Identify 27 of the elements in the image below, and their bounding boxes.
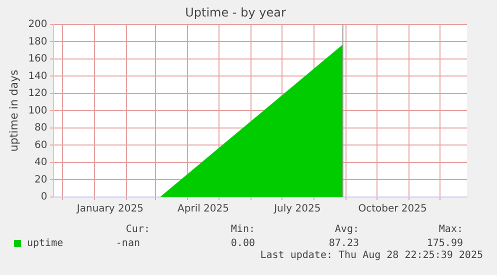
x-tick-label: October 2025 — [358, 204, 427, 215]
text: -nan — [116, 238, 140, 249]
y-tick-label: 20 — [34, 174, 48, 186]
y-tick-label: 40 — [34, 157, 48, 168]
text: 175.99 — [426, 238, 463, 249]
chart-title: Uptime - by year — [185, 5, 286, 20]
text: Cur: — [126, 224, 150, 235]
y-tick-label: 200 — [28, 18, 48, 30]
y-tick-label: 160 — [28, 54, 48, 65]
y-axis-title: uptime in days — [7, 70, 20, 152]
y-tick-label: 140 — [28, 70, 48, 82]
text: 87.23 — [328, 238, 359, 249]
x-tick-label: January 2025 — [76, 204, 144, 215]
y-tick-label: 60 — [34, 140, 48, 151]
text: Avg: — [334, 224, 359, 235]
y-tick-label: 120 — [28, 88, 48, 100]
text: Min: — [230, 224, 255, 235]
legend-label: uptime — [27, 238, 64, 249]
y-tick-label: 100 — [28, 105, 48, 116]
x-tick-label: July 2025 — [273, 204, 321, 215]
y-tick-label: 80 — [34, 122, 48, 134]
y-tick-label: 180 — [28, 36, 48, 48]
y-tick-label: 0 — [40, 192, 48, 203]
text: 0.00 — [230, 238, 255, 249]
x-tick-label: April 2025 — [178, 204, 229, 215]
text: Last update: Thu Aug 28 22:25:39 2025 — [260, 250, 483, 261]
text: Max: — [438, 224, 463, 235]
